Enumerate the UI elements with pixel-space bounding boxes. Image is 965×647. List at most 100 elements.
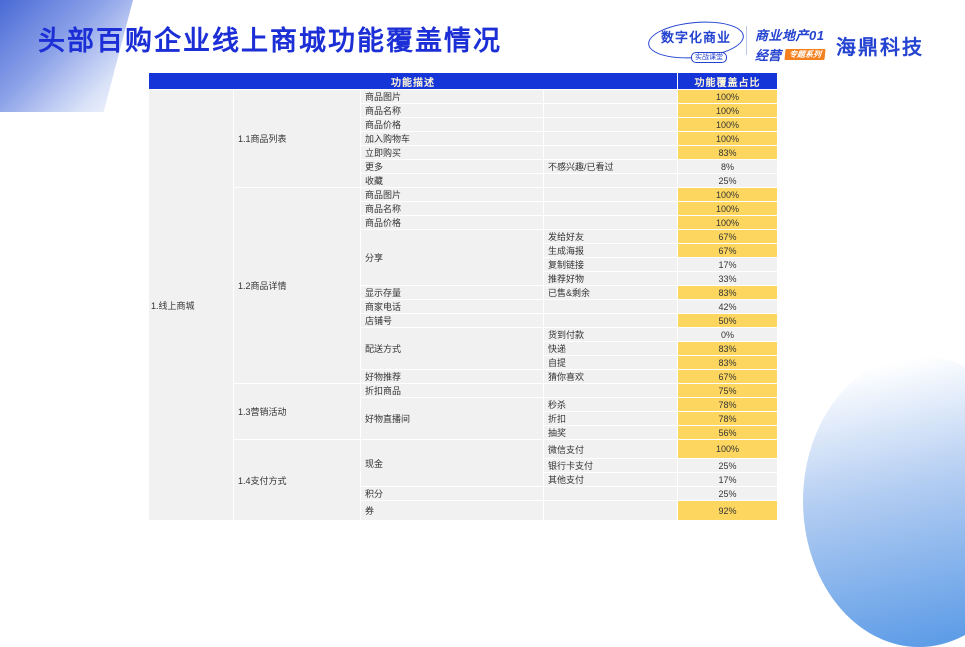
- feature-cell: 商品名称: [360, 103, 544, 118]
- percentage-cell: 25%: [677, 173, 778, 188]
- percentage-cell: 100%: [677, 439, 778, 459]
- feature-cell: 券: [360, 500, 544, 521]
- feature-cell: 更多: [360, 159, 544, 174]
- subfeature-cell: [543, 103, 678, 118]
- percentage-cell: 100%: [677, 215, 778, 230]
- subfeature-cell: [543, 313, 678, 328]
- bottom-right-gradient-shape: [803, 355, 965, 647]
- table-row: 1.3营销活动 折扣商品 75%: [149, 383, 778, 440]
- group-level2-cell: 1.2商品详情: [233, 187, 361, 384]
- logo-haiding-tech: 海鼎科技: [836, 37, 924, 59]
- group-level2-cell: 1.4支付方式: [233, 439, 361, 521]
- percentage-cell: 17%: [677, 257, 778, 272]
- subfeature-cell: [543, 117, 678, 132]
- feature-cell: 商品价格: [360, 215, 544, 230]
- logo-commercial-estate-line1: 商业地产01: [755, 28, 825, 43]
- logo-commercial-estate-line2: 经营: [755, 48, 782, 63]
- subfeature-cell: [543, 173, 678, 188]
- percentage-cell: 78%: [677, 411, 778, 426]
- group-level2-cell: 1.1商品列表: [233, 89, 361, 188]
- percentage-cell: 17%: [677, 472, 778, 487]
- coverage-table: 功能描述 功能覆盖占比 1.线上商城 1.1商品列表 商品图片 100% 商品名称 100…: [148, 72, 778, 521]
- table-row: 券 92%: [149, 500, 778, 521]
- feature-cell: 收藏: [360, 173, 544, 188]
- feature-cell: 积分: [360, 486, 544, 501]
- subfeature-cell: [543, 383, 678, 398]
- subfeature-cell: [543, 299, 678, 314]
- page-title: 头部百购企业线上商城功能覆盖情况: [38, 26, 502, 56]
- percentage-cell: 42%: [677, 299, 778, 314]
- series-badge: 专题系列: [784, 49, 826, 60]
- feature-cell: 立即购买: [360, 145, 544, 160]
- feature-cell: 加入购物车: [360, 131, 544, 146]
- percentage-cell: 100%: [677, 131, 778, 146]
- feature-cell: 商品名称: [360, 201, 544, 216]
- feature-cell: 显示存量: [360, 285, 544, 300]
- percentage-cell: 78%: [677, 397, 778, 412]
- percentage-cell: 67%: [677, 229, 778, 244]
- percentage-cell: 83%: [677, 145, 778, 160]
- subfeature-cell: 抽奖: [543, 425, 678, 440]
- percentage-cell: 75%: [677, 383, 778, 398]
- feature-cell: 折扣商品: [360, 383, 544, 398]
- subfeature-cell: 快递: [543, 341, 678, 356]
- table-row: 1.线上商城 1.1商品列表 商品图片 100%: [148, 89, 778, 521]
- table-row: 加入购物车 100%: [149, 131, 778, 146]
- percentage-cell: 100%: [677, 103, 778, 118]
- feature-cell: 配送方式: [360, 327, 544, 370]
- table-row: 1.2商品详情 商品图片 100%: [149, 187, 778, 384]
- feature-cell: 好物直播间: [360, 397, 544, 440]
- percentage-cell: 56%: [677, 425, 778, 440]
- subfeature-cell: [543, 215, 678, 230]
- table-row: 快递 83%: [149, 341, 778, 356]
- subfeature-cell: 生成海报: [543, 243, 678, 258]
- subfeature-cell: 发给好友: [543, 229, 678, 244]
- table-row: 商品名称 100%: [149, 103, 778, 118]
- table-header-desc: 功能描述: [148, 72, 678, 90]
- table-row: 商品价格 100%: [149, 215, 778, 230]
- percentage-cell: 100%: [677, 117, 778, 132]
- subfeature-cell: 已售&剩余: [543, 285, 678, 300]
- percentage-cell: 92%: [677, 500, 778, 521]
- subfeature-cell: [543, 187, 678, 202]
- logo-digital-commerce: 数字化商业 实战课堂: [646, 17, 746, 64]
- feature-cell: 商品图片: [360, 187, 544, 202]
- group-level2-cell: 1.3营销活动: [233, 383, 361, 440]
- feature-cell: 商家电话: [360, 299, 544, 314]
- table-row: 1.4支付方式 现金 微信支付 100%: [149, 439, 778, 521]
- percentage-cell: 100%: [677, 187, 778, 202]
- feature-cell: 商品图片: [360, 89, 544, 104]
- subfeature-cell: [543, 89, 678, 104]
- feature-cell: 分享: [360, 229, 544, 286]
- table-row: 配送方式 货到付款 0%: [149, 327, 778, 370]
- percentage-cell: 50%: [677, 313, 778, 328]
- subfeature-cell: [543, 500, 678, 521]
- table-header-row: 功能描述 功能覆盖占比: [148, 72, 778, 90]
- subfeature-cell: 自提: [543, 355, 678, 370]
- subfeature-cell: [543, 201, 678, 216]
- percentage-cell: 25%: [677, 486, 778, 501]
- table-row: 抽奖 56%: [149, 425, 778, 440]
- group-level1-cell: 1.线上商城: [148, 89, 234, 521]
- feature-cell: 店铺号: [360, 313, 544, 328]
- subfeature-cell: 银行卡支付: [543, 458, 678, 473]
- percentage-cell: 100%: [677, 201, 778, 216]
- feature-cell: 好物推荐: [360, 369, 544, 384]
- table-row: 好物直播间 秒杀 78%: [149, 397, 778, 440]
- table-row: 推荐好物 33%: [149, 271, 778, 286]
- percentage-cell: 83%: [677, 355, 778, 370]
- percentage-cell: 83%: [677, 285, 778, 300]
- coverage-table-container: 功能描述 功能覆盖占比 1.线上商城 1.1商品列表 商品图片 100% 商品名称 100…: [148, 72, 778, 521]
- logo-divider: [746, 26, 747, 55]
- subfeature-cell: 秒杀: [543, 397, 678, 412]
- subfeature-cell: [543, 145, 678, 160]
- table-row: 折扣 78%: [149, 411, 778, 426]
- table-row: 立即购买 83%: [149, 145, 778, 160]
- percentage-cell: 100%: [677, 89, 778, 104]
- percentage-cell: 25%: [677, 458, 778, 473]
- table-row: 店铺号 50%: [149, 313, 778, 328]
- subfeature-cell: 折扣: [543, 411, 678, 426]
- percentage-cell: 83%: [677, 341, 778, 356]
- subfeature-cell: 推荐好物: [543, 271, 678, 286]
- table-row: 复制链接 17%: [149, 257, 778, 272]
